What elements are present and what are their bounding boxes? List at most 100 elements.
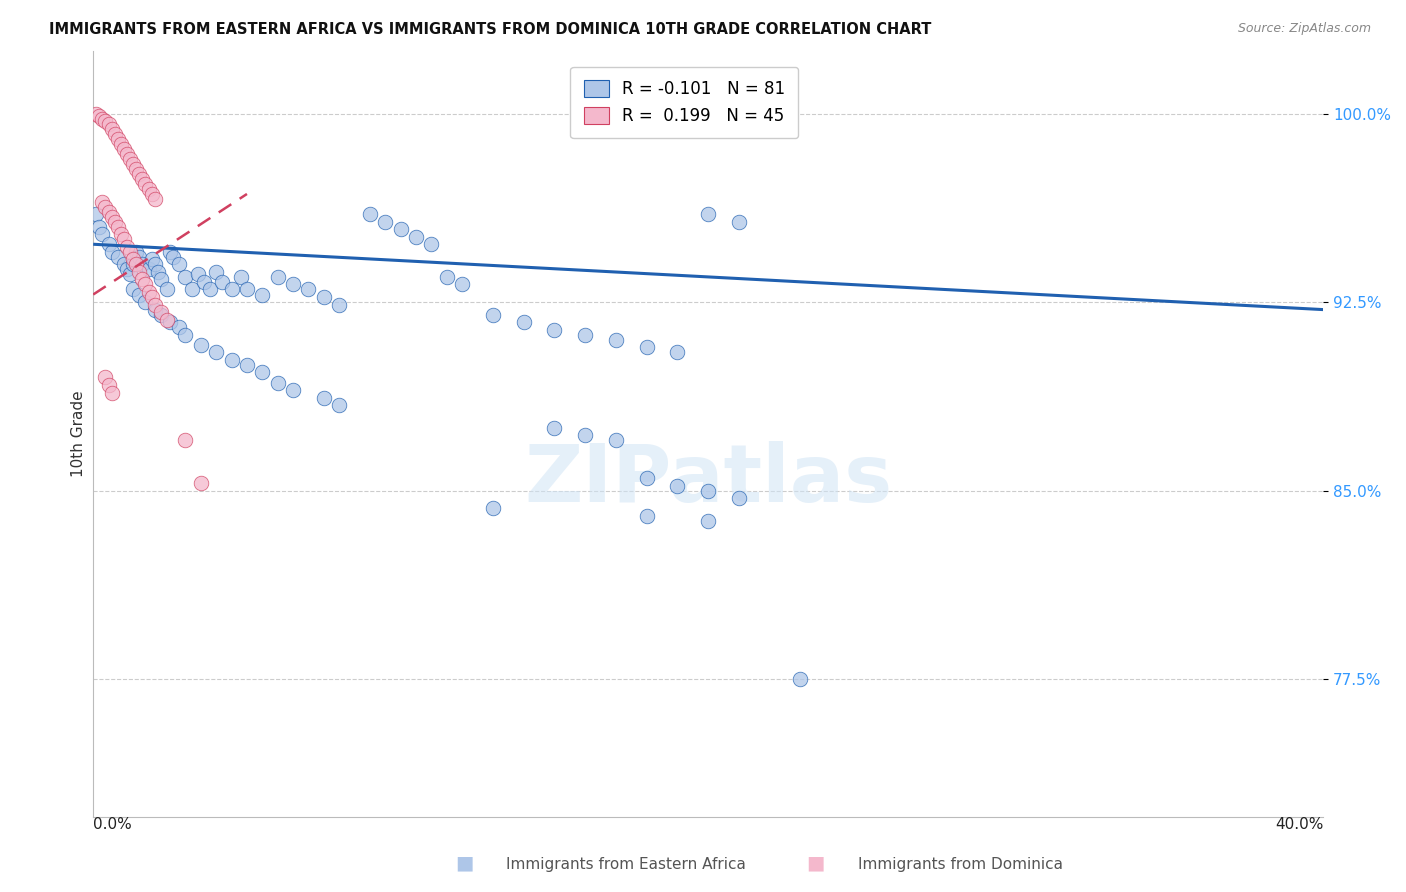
Point	[359, 207, 381, 221]
Point	[128, 167, 150, 181]
Point	[198, 283, 221, 297]
Point	[252, 287, 274, 301]
Point	[94, 114, 117, 128]
Point	[143, 302, 166, 317]
Text: IMMIGRANTS FROM EASTERN AFRICA VS IMMIGRANTS FROM DOMINICA 10TH GRADE CORRELATIO: IMMIGRANTS FROM EASTERN AFRICA VS IMMIGR…	[49, 22, 932, 37]
Point	[636, 471, 658, 485]
Point	[128, 265, 150, 279]
Point	[120, 268, 142, 282]
Point	[236, 283, 259, 297]
Point	[666, 478, 689, 492]
Point	[97, 378, 120, 392]
Point	[605, 333, 627, 347]
Point	[728, 491, 751, 505]
Point	[697, 207, 720, 221]
Point	[84, 207, 107, 221]
Point	[728, 214, 751, 228]
Point	[512, 315, 534, 329]
Point	[328, 297, 350, 311]
Point	[125, 161, 148, 176]
Point	[134, 295, 156, 310]
Point	[97, 204, 120, 219]
Point	[97, 237, 120, 252]
Point	[187, 268, 209, 282]
Text: 40.0%: 40.0%	[1275, 817, 1323, 832]
Point	[131, 257, 153, 271]
Point	[134, 177, 156, 191]
Point	[120, 152, 142, 166]
Text: Immigrants from Eastern Africa: Immigrants from Eastern Africa	[506, 857, 747, 872]
Point	[141, 252, 163, 267]
Text: Immigrants from Dominica: Immigrants from Dominica	[858, 857, 1063, 872]
Point	[112, 142, 135, 156]
Point	[122, 257, 145, 271]
Point	[128, 250, 150, 264]
Point	[146, 265, 169, 279]
Point	[143, 192, 166, 206]
Point	[84, 106, 107, 120]
Point	[89, 109, 111, 123]
Point	[482, 308, 505, 322]
Point	[122, 252, 145, 267]
Point	[636, 340, 658, 354]
Point	[789, 672, 811, 686]
Point	[104, 127, 127, 141]
Point	[138, 262, 160, 277]
Point	[100, 121, 122, 136]
Point	[91, 227, 114, 242]
Point	[120, 244, 142, 259]
Point	[122, 157, 145, 171]
Point	[221, 283, 243, 297]
Point	[115, 146, 138, 161]
Text: ■: ■	[806, 854, 825, 872]
Y-axis label: 10th Grade: 10th Grade	[72, 391, 86, 477]
Point	[574, 327, 596, 342]
Point	[104, 214, 127, 228]
Point	[94, 200, 117, 214]
Point	[112, 232, 135, 246]
Point	[122, 283, 145, 297]
Point	[543, 421, 565, 435]
Point	[451, 277, 474, 292]
Point	[134, 277, 156, 292]
Point	[229, 269, 252, 284]
Point	[405, 229, 427, 244]
Point	[162, 250, 184, 264]
Point	[180, 283, 202, 297]
Point	[236, 358, 259, 372]
Point	[697, 483, 720, 498]
Point	[267, 269, 290, 284]
Point	[138, 285, 160, 299]
Text: Source: ZipAtlas.com: Source: ZipAtlas.com	[1237, 22, 1371, 36]
Point	[574, 428, 596, 442]
Point	[190, 476, 212, 491]
Point	[281, 383, 304, 397]
Point	[89, 219, 111, 234]
Point	[131, 172, 153, 186]
Point	[543, 323, 565, 337]
Point	[138, 182, 160, 196]
Point	[149, 308, 172, 322]
Point	[107, 250, 129, 264]
Point	[205, 265, 228, 279]
Point	[666, 345, 689, 359]
Point	[141, 290, 163, 304]
Point	[110, 227, 132, 242]
Point	[482, 501, 505, 516]
Point	[112, 257, 135, 271]
Point	[169, 257, 191, 271]
Point	[174, 434, 197, 448]
Point	[110, 136, 132, 151]
Point	[374, 214, 396, 228]
Point	[149, 272, 172, 286]
Point	[169, 320, 191, 334]
Point	[159, 244, 181, 259]
Point	[143, 297, 166, 311]
Point	[312, 391, 335, 405]
Point	[107, 131, 129, 145]
Text: ZIPatlas: ZIPatlas	[524, 441, 893, 519]
Point	[141, 186, 163, 201]
Point	[697, 514, 720, 528]
Point	[115, 240, 138, 254]
Point	[205, 345, 228, 359]
